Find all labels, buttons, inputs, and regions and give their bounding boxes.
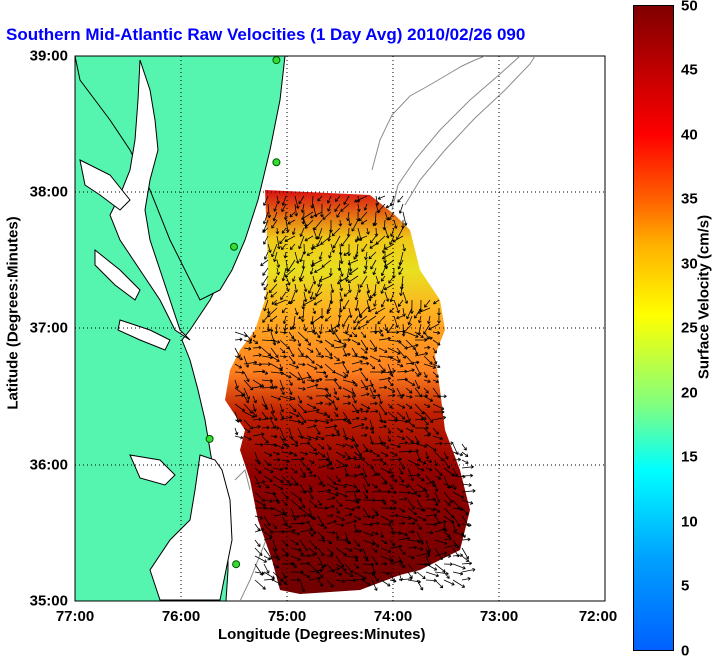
lon-tick-76: 76:00 <box>161 608 201 625</box>
x-axis-label: Longitude (Degrees:Minutes) <box>218 626 426 643</box>
water-bays <box>79 59 233 601</box>
lat-tick-38: 38:00 <box>29 183 68 201</box>
colorbar-tick-45: 45 <box>681 61 698 79</box>
colorbar-tick-20: 20 <box>681 384 698 402</box>
lat-tick-36: 36:00 <box>29 456 68 474</box>
colorbar-tick-30: 30 <box>681 255 698 273</box>
station-outer-banks-marker <box>205 434 214 443</box>
lon-tick-73: 73:00 <box>479 608 519 625</box>
lon-tick-72: 72:00 <box>578 608 618 625</box>
colorbar-tick-10: 10 <box>681 513 698 531</box>
colorbar-label: Surface Velocity (cm/s) <box>695 214 713 380</box>
colorbar <box>633 5 674 651</box>
colorbar-tick-5: 5 <box>681 577 690 595</box>
station-north-marker <box>272 56 281 65</box>
station-hatteras-marker <box>232 560 241 569</box>
land-delmarva <box>75 56 286 301</box>
station-delmarva-marker <box>272 158 281 167</box>
station-cape-charles-marker <box>230 242 238 251</box>
velocity-field <box>225 190 476 594</box>
colorbar-tick-50: 50 <box>681 0 698 15</box>
velocity-arrows <box>234 195 476 593</box>
lat-tick-35: 35:00 <box>29 592 68 610</box>
colorbar-tick-15: 15 <box>681 448 698 466</box>
y-axis-label: Latitude (Degrees:Minutes) <box>4 216 22 410</box>
map-title: Southern Mid-Atlantic Raw Velocities (1 … <box>6 25 526 44</box>
radar-stations <box>205 56 281 569</box>
colorbar-tick-35: 35 <box>681 190 698 208</box>
lon-tick-75: 75:00 <box>267 608 307 625</box>
lat-tick-39: 39:00 <box>29 47 68 65</box>
lon-tick-74: 74:00 <box>373 608 413 625</box>
colorbar-tick-25: 25 <box>681 319 698 337</box>
colorbar-tick-0: 0 <box>681 642 690 660</box>
colorbar-tick-40: 40 <box>681 126 698 144</box>
grid-lines <box>75 56 605 601</box>
lat-tick-37: 37:00 <box>29 319 68 337</box>
lon-tick-77: 77:00 <box>55 608 95 625</box>
